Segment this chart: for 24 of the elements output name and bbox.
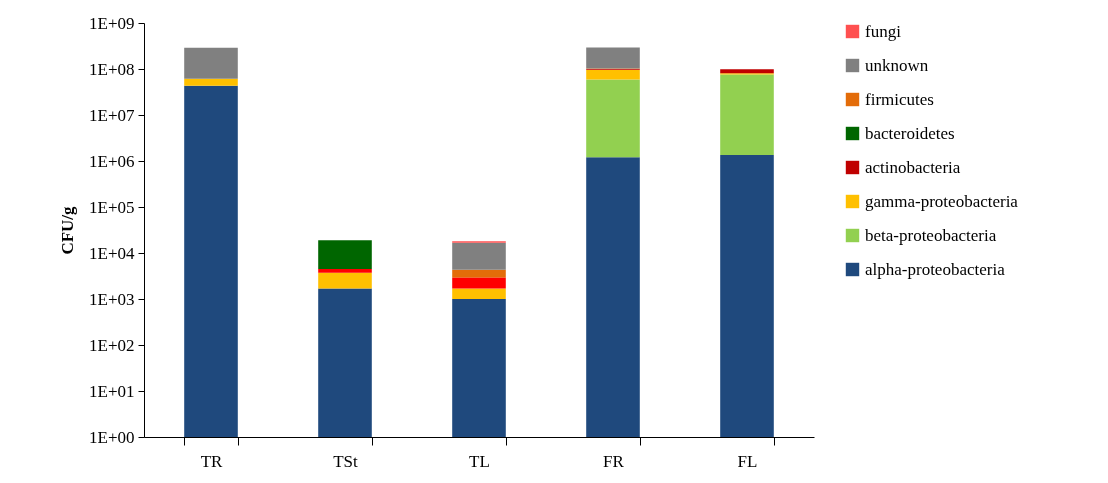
- y-tick-label: 1E+07: [89, 105, 135, 125]
- y-tick-label: 1E+00: [89, 427, 135, 447]
- y-tick-label: 1E+03: [89, 289, 135, 309]
- y-tick-label: 1E+04: [89, 243, 135, 263]
- y-tick-label: 1E+09: [89, 13, 135, 33]
- legend-label: actinobacteria: [865, 157, 961, 177]
- x-tick-label: FL: [737, 451, 758, 471]
- y-tick-label: 1E+01: [89, 381, 135, 401]
- y-tick-label: 1E+02: [89, 335, 135, 355]
- legend-label: gamma-proteobacteria: [865, 191, 1019, 211]
- x-tick-label: TL: [469, 451, 490, 471]
- x-tick-label: TR: [200, 451, 224, 471]
- y-tick-label: 1E+06: [89, 151, 135, 171]
- legend-label: bacteroidetes: [865, 123, 955, 143]
- y-tick-label: 1E+05: [89, 197, 135, 217]
- legend-label: firmicutes: [865, 89, 934, 109]
- legend-label: alpha-proteobacteria: [865, 259, 1006, 279]
- legend-label: fungi: [865, 21, 902, 41]
- x-tick-label: FR: [603, 451, 625, 471]
- y-tick-label: 1E+08: [89, 59, 135, 79]
- y-axis-title: CFU/g: [58, 205, 78, 255]
- legend-label: beta-proteobacteria: [865, 225, 997, 245]
- x-tick-label: TSt: [333, 451, 359, 471]
- legend-label: unknown: [865, 55, 929, 75]
